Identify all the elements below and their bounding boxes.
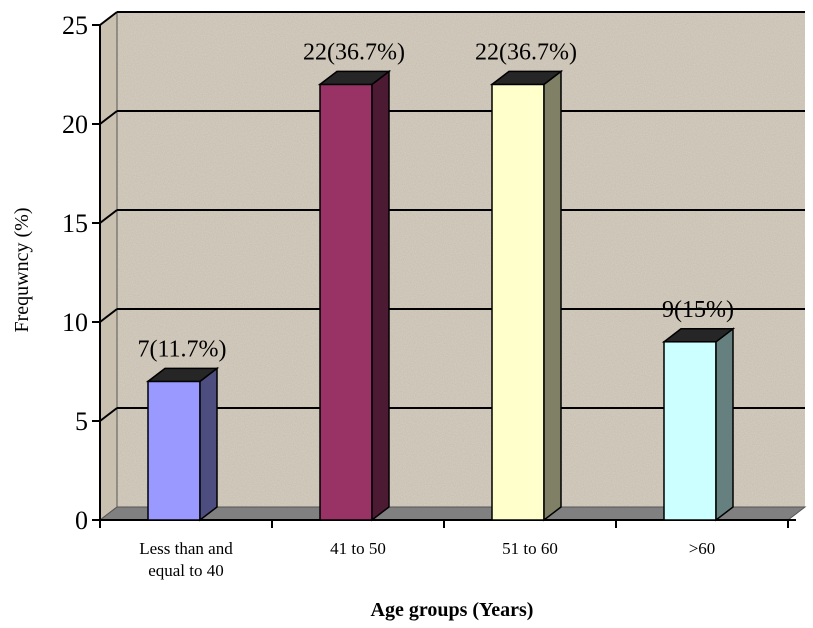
x-tick-label: Less than and equal to 40 [139,539,233,580]
bar-side [199,366,218,522]
x-tick-label: >60 [689,539,716,558]
gridline-side [99,308,118,323]
y-tick-label: 10 [62,308,88,337]
y-axis-title: Frequwncy (%) [11,208,33,333]
data-label: 22(36.7%) [303,39,405,65]
y-tick-label: 0 [75,506,88,535]
bar [661,327,736,522]
data-label: 9(15%) [662,297,734,323]
bar-front [147,380,201,521]
gridline-side [99,209,118,224]
bar-top [661,328,736,343]
x-axis-title: Age groups (Years) [371,599,534,621]
bar-top [317,70,392,86]
bar-front [663,341,717,521]
data-label: 22(36.7%) [475,39,577,65]
bar [489,69,564,522]
x-tick-label: 51 to 60 [502,539,558,558]
bar-top [489,70,564,86]
gridline-side [99,407,118,422]
bar-side [371,69,390,522]
x-tick-label: 41 to 50 [330,539,386,558]
data-label: 7(11.7%) [137,336,226,362]
bar [145,366,220,522]
y-tick-label: 25 [62,11,88,40]
bar [317,69,392,522]
bar-front [319,83,373,521]
bar-top [145,367,220,383]
y-tick-label: 15 [62,209,88,238]
y-tick-label: 5 [75,407,88,436]
gridline-side [99,11,118,26]
bar-side [715,327,734,522]
bar-front [491,83,545,521]
gridline-side [99,110,118,125]
y-tick-label: 20 [62,110,88,139]
plot-side-wall [99,10,118,522]
bar-side [543,69,562,522]
